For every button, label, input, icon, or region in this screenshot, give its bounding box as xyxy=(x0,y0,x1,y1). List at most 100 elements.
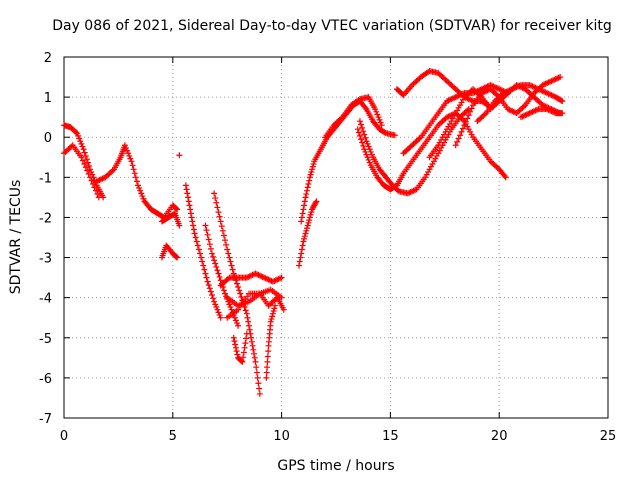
series-track xyxy=(211,190,263,397)
data-point xyxy=(303,187,310,194)
data-point xyxy=(364,140,371,147)
data-point xyxy=(174,206,181,213)
data-point xyxy=(248,334,255,341)
data-point xyxy=(374,111,381,118)
data-point xyxy=(216,312,223,319)
data-point xyxy=(362,134,369,141)
data-point xyxy=(226,254,233,261)
data-point xyxy=(185,194,192,201)
data-point xyxy=(208,291,215,298)
data-point xyxy=(301,233,308,240)
data-point xyxy=(213,199,220,206)
data-point xyxy=(457,132,464,139)
data-point xyxy=(202,270,209,277)
data-point xyxy=(464,115,471,122)
data-point xyxy=(214,306,221,313)
data-point xyxy=(191,230,198,237)
data-point xyxy=(86,162,93,169)
data-point xyxy=(215,270,222,277)
data-point xyxy=(365,156,372,163)
data-point xyxy=(270,308,277,315)
data-point xyxy=(173,205,180,212)
data-point xyxy=(364,154,371,161)
data-point xyxy=(201,266,208,273)
data-point xyxy=(211,298,218,305)
data-point xyxy=(296,258,303,265)
data-point xyxy=(205,281,212,288)
series-track xyxy=(296,198,320,269)
data-point xyxy=(391,132,398,139)
data-point xyxy=(173,253,180,260)
data-point xyxy=(558,97,565,104)
series-track xyxy=(393,68,492,109)
data-point xyxy=(298,214,305,221)
data-point xyxy=(139,193,146,200)
data-point xyxy=(240,349,247,356)
x-tick-label: 0 xyxy=(60,429,68,444)
data-point xyxy=(298,250,305,257)
data-point xyxy=(243,335,250,342)
series-track xyxy=(182,182,224,321)
series-track xyxy=(61,142,102,201)
data-point xyxy=(356,132,363,139)
data-point xyxy=(212,195,219,202)
data-point xyxy=(263,369,270,376)
data-point xyxy=(217,218,224,225)
data-point xyxy=(306,217,313,224)
data-point xyxy=(308,209,315,216)
grid-lines xyxy=(64,57,608,418)
data-point xyxy=(94,191,101,198)
y-tick-label: 0 xyxy=(44,131,52,146)
chart-title: Day 086 of 2021, Sidereal Day-to-day VTE… xyxy=(52,18,612,34)
data-point xyxy=(218,223,225,230)
data-point xyxy=(219,227,226,234)
data-point xyxy=(72,129,79,136)
data-point xyxy=(373,108,380,115)
data-point xyxy=(80,146,87,153)
data-point xyxy=(215,309,222,316)
data-point xyxy=(239,297,246,304)
data-point xyxy=(300,206,307,213)
data-point xyxy=(307,211,314,218)
data-point xyxy=(256,390,263,397)
data-point xyxy=(268,316,275,323)
data-point xyxy=(358,121,365,128)
data-point xyxy=(187,210,194,217)
data-point xyxy=(212,301,219,308)
data-point xyxy=(195,246,202,253)
data-point xyxy=(84,159,91,166)
data-point xyxy=(220,232,227,239)
data-point xyxy=(362,148,369,155)
data-point xyxy=(133,178,140,185)
data-point xyxy=(263,374,270,381)
data-point xyxy=(217,314,224,321)
data-point xyxy=(235,283,242,290)
data-point xyxy=(362,104,369,111)
data-point xyxy=(302,230,309,237)
data-point xyxy=(232,317,239,324)
data-point xyxy=(467,108,474,115)
data-point xyxy=(76,135,83,142)
data-point xyxy=(360,142,367,149)
data-point xyxy=(190,226,197,233)
data-point xyxy=(84,167,91,174)
data-point xyxy=(200,262,207,269)
data-point xyxy=(252,358,259,365)
y-tick-label: -1 xyxy=(39,171,52,186)
data-point xyxy=(272,302,279,309)
data-point xyxy=(87,166,94,173)
data-point xyxy=(205,236,212,243)
data-point xyxy=(233,320,240,327)
data-point xyxy=(134,182,141,189)
data-point xyxy=(251,354,258,361)
data-point xyxy=(368,151,375,158)
data-point xyxy=(307,171,314,178)
data-point xyxy=(465,112,472,119)
data-point xyxy=(228,306,235,313)
data-point xyxy=(358,136,365,143)
data-point xyxy=(377,119,384,126)
data-point xyxy=(207,245,214,252)
data-point xyxy=(129,162,136,169)
data-point xyxy=(211,257,218,264)
data-point xyxy=(458,128,465,135)
